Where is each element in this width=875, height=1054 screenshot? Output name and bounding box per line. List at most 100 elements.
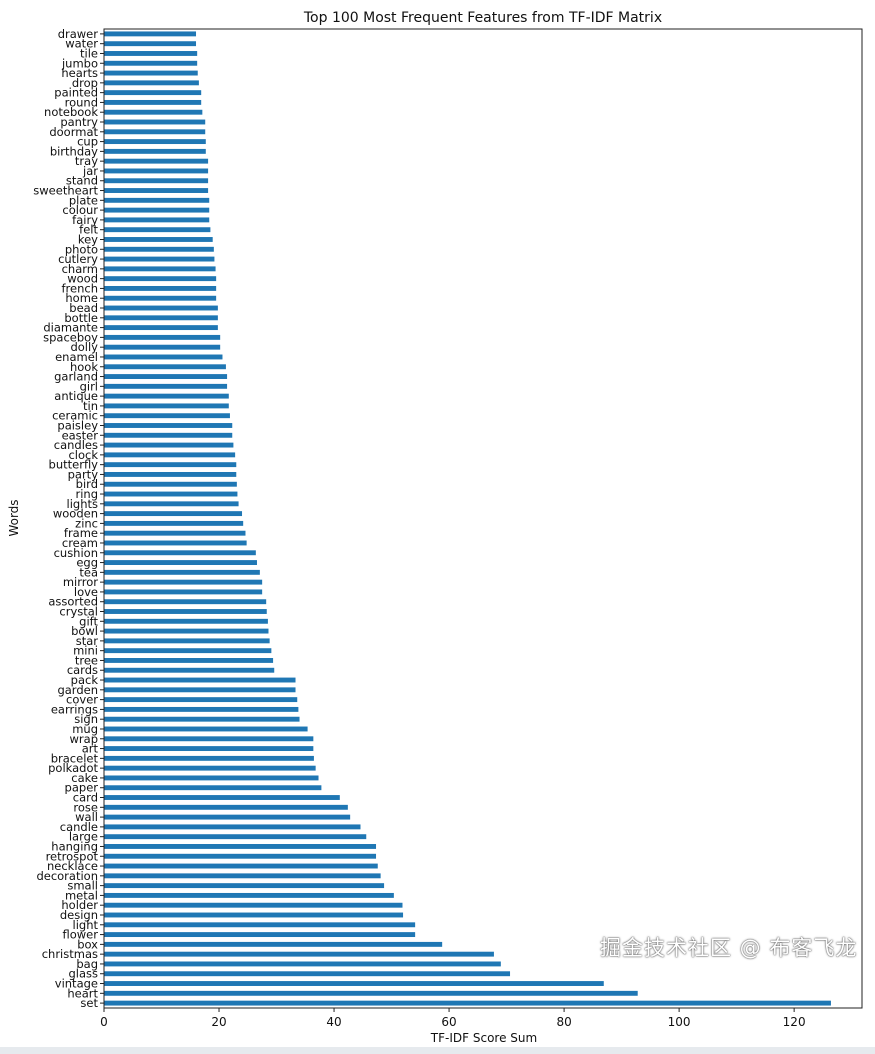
y-tick-label: tin — [83, 399, 98, 413]
bar-birthday — [104, 148, 206, 154]
bar-mini — [104, 648, 272, 654]
bar-cushion — [104, 550, 256, 556]
x-tick-label: 0 — [100, 1015, 108, 1029]
bar-wood — [104, 276, 217, 282]
bar-flower — [104, 932, 416, 938]
bar-bracelet — [104, 755, 314, 761]
y-tick-label: fairy — [72, 213, 98, 227]
bar-antique — [104, 393, 229, 399]
bar-ceramic — [104, 413, 230, 419]
y-tick-label: easter — [62, 428, 99, 442]
y-tick-label: drawer — [58, 27, 99, 41]
y-tick-label: wood — [67, 272, 98, 286]
y-tick-label: pack — [71, 673, 99, 687]
bar-tin — [104, 403, 229, 409]
bar-metal — [104, 892, 394, 898]
y-tick-label: butterfly — [49, 458, 99, 472]
x-tick-label: 40 — [326, 1015, 341, 1029]
y-tick-label: necklace — [47, 859, 98, 873]
bar-cake — [104, 775, 319, 781]
y-tick-label: dolly — [70, 340, 98, 354]
y-tick-label: lights — [67, 497, 98, 511]
bar-jumbo — [104, 60, 198, 66]
y-tick-label: bottle — [64, 311, 98, 325]
y-tick-label: cup — [77, 135, 98, 149]
y-tick-label: drop — [72, 76, 98, 90]
y-tick-label: jumbo — [61, 56, 98, 70]
bar-enamel — [104, 354, 223, 360]
bar-garden — [104, 687, 296, 693]
bar-candle — [104, 824, 361, 830]
y-tick-label: flower — [63, 928, 99, 942]
y-tick-label: cutlery — [58, 252, 98, 266]
bar-french — [104, 285, 217, 291]
y-tick-label: garland — [54, 370, 98, 384]
y-tick-label: zinc — [75, 516, 98, 530]
x-tick-label: 60 — [441, 1015, 456, 1029]
bar-lights — [104, 501, 239, 507]
bar-paper — [104, 785, 322, 791]
bar-cards — [104, 667, 275, 673]
bar-candles — [104, 442, 234, 448]
watermark: 掘金技术社区 @ 布客飞龙 — [600, 936, 858, 960]
x-tick-label: 120 — [783, 1015, 806, 1029]
y-tick-label: candles — [54, 438, 98, 452]
bottom-strip — [0, 1047, 875, 1054]
bar-mirror — [104, 579, 263, 585]
bar-card — [104, 795, 340, 800]
bar-tray — [104, 158, 209, 164]
y-tick-label: christmas — [42, 947, 98, 961]
y-tick-label: paisley — [57, 418, 98, 432]
bar-doormat — [104, 129, 206, 135]
y-tick-label: antique — [54, 389, 98, 403]
bar-plate — [104, 197, 210, 203]
y-tick-label: tray — [75, 154, 98, 168]
y-tick-label: cover — [66, 693, 98, 707]
bar-box — [104, 941, 443, 947]
y-tick-label: art — [82, 742, 99, 756]
bar-rose — [104, 804, 348, 810]
bar-love — [104, 589, 263, 595]
bar-tree — [104, 658, 274, 663]
bar-design — [104, 912, 404, 918]
y-tick-label: mirror — [63, 575, 98, 589]
bar-cream — [104, 540, 247, 546]
y-tick-label: pantry — [60, 115, 98, 129]
bar-light — [104, 922, 416, 928]
bar-easter — [104, 432, 233, 438]
y-tick-label: colour — [62, 203, 98, 217]
bar-assorted — [104, 599, 267, 605]
bar-wrap — [104, 736, 314, 742]
bar-spaceboy — [104, 334, 221, 340]
y-tick-label: cushion — [54, 546, 98, 560]
bar-glass — [104, 971, 511, 977]
y-tick-label: small — [67, 879, 98, 893]
bar-painted — [104, 90, 202, 96]
bar-hanging — [104, 844, 377, 849]
y-tick-label: felt — [79, 223, 98, 237]
bar-bottle — [104, 315, 218, 321]
y-tick-label: metal — [65, 888, 98, 902]
bar-earrings — [104, 706, 299, 712]
bar-set — [104, 1000, 831, 1006]
bar-zinc — [104, 520, 244, 526]
bar-pantry — [104, 119, 206, 125]
bar-hook — [104, 364, 226, 370]
bar-art — [104, 746, 314, 752]
bar-bead — [104, 305, 218, 311]
y-tick-label: ring — [75, 487, 98, 501]
bar-butterfly — [104, 462, 237, 468]
y-tick-label: bracelet — [51, 751, 99, 765]
bar-frame — [104, 530, 246, 536]
y-tick-label: glass — [68, 967, 98, 981]
y-tick-label: water — [65, 37, 98, 51]
y-tick-label: enamel — [55, 350, 98, 364]
y-tick-label: birthday — [50, 144, 98, 158]
y-tick-label: bird — [76, 477, 98, 491]
y-tick-label: frame — [64, 526, 98, 540]
y-tick-label: ceramic — [52, 409, 98, 423]
y-tick-label: hanging — [51, 839, 98, 853]
bar-round — [104, 99, 202, 105]
y-tick-label: hook — [70, 360, 98, 374]
